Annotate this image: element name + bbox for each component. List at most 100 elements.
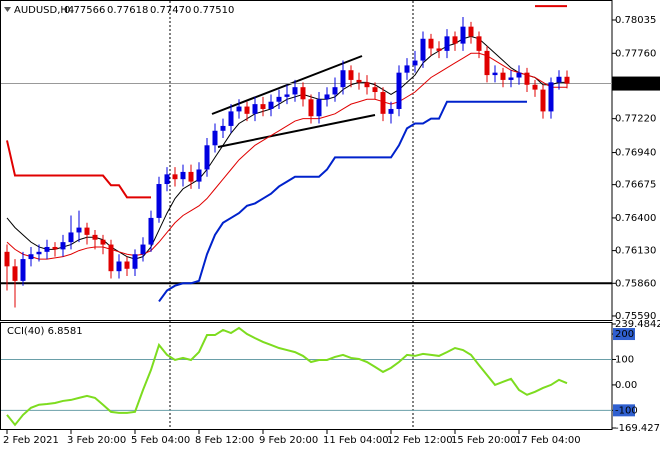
- candle-body: [60, 242, 66, 250]
- candle-body: [268, 101, 274, 109]
- plot: 0.78035 0.77760 0.77220 0.76940 0.76675 0.764…: [1, 5, 660, 446]
- y-tick-label: 0.76400: [615, 213, 656, 224]
- candle-body: [124, 261, 130, 269]
- candle-body: [164, 174, 170, 185]
- candle-body: [20, 259, 26, 281]
- candle-body: [564, 76, 570, 84]
- candle-body: [12, 266, 18, 281]
- candle-body: [52, 246, 58, 250]
- current-price-box: [612, 76, 660, 91]
- candle-body: [108, 244, 114, 272]
- candle-body: [228, 111, 234, 126]
- symbol: AUDUSD,H4: [14, 5, 74, 16]
- y-tick-label: 0.77760: [615, 48, 656, 59]
- candle-body: [68, 232, 74, 243]
- tick-highlight: [613, 404, 635, 417]
- y-tick-label: 0.75590: [615, 311, 656, 322]
- candle-body: [444, 36, 450, 51]
- y-tick-label: 0.77220: [615, 114, 656, 125]
- y-tick-label: 0.76675: [615, 180, 656, 191]
- candle-body: [100, 239, 106, 245]
- y-tick-label: 0.76130: [615, 246, 656, 257]
- candle-body: [380, 92, 386, 114]
- candle-body: [484, 50, 490, 76]
- candle-body: [500, 72, 506, 80]
- candle-body: [556, 76, 562, 83]
- candle-body: [428, 38, 434, 49]
- candle-body: [44, 246, 50, 252]
- candle-body: [396, 72, 402, 109]
- candle-body: [476, 36, 482, 51]
- candle-body: [436, 48, 442, 51]
- stop-line: [158, 100, 527, 303]
- candle-body: [372, 87, 378, 93]
- x-tick-label: 17 Feb 04:00: [515, 435, 581, 446]
- candle-body: [292, 87, 298, 95]
- y-tick-label: 0.00: [615, 380, 637, 391]
- candle-body: [452, 36, 458, 44]
- candle-body: [308, 99, 314, 117]
- x-tick-label: 12 Feb 12:00: [387, 435, 453, 446]
- x-tick-label: 11 Feb 04:00: [323, 435, 389, 446]
- candle-body: [220, 125, 226, 131]
- candle-body: [364, 82, 370, 88]
- y-tick-label: 200: [615, 329, 634, 340]
- cci-frame: [0, 322, 613, 430]
- y-tick-label: 0.78035: [615, 15, 656, 26]
- candle-body: [92, 234, 98, 240]
- candle-body: [340, 70, 346, 88]
- candle-body: [284, 94, 290, 97]
- candle-body: [508, 77, 514, 80]
- candle-body: [28, 254, 34, 260]
- candle-body: [468, 26, 474, 37]
- y-tick-label: -169.4271: [615, 423, 660, 434]
- stop-line: [6, 140, 151, 199]
- candle-body: [244, 106, 250, 114]
- candle-body: [540, 89, 546, 112]
- candle-body: [524, 72, 530, 85]
- candle-body: [132, 254, 138, 269]
- candle-body: [276, 96, 282, 102]
- candle-body: [140, 244, 146, 255]
- candle-body: [84, 227, 90, 235]
- trendline: [217, 114, 376, 148]
- header-low: 0.77470: [150, 5, 191, 16]
- candle-body: [492, 72, 498, 76]
- candle-body: [548, 82, 554, 112]
- indicator-title: CCI(40) 6.8581: [7, 326, 83, 337]
- candle-body: [316, 99, 322, 117]
- x-tick-label: 15 Feb 20:00: [451, 435, 517, 446]
- candle-body: [420, 38, 426, 61]
- x-tick-label: 8 Feb 12:00: [195, 435, 254, 446]
- header-high: 0.77618: [107, 5, 148, 16]
- candle-body: [332, 87, 338, 95]
- candle-body: [356, 79, 362, 83]
- x-tick-label: 3 Feb 20:00: [67, 435, 126, 446]
- candle-body: [460, 26, 466, 44]
- header-open: 0.77566: [64, 5, 105, 16]
- y-tick-label: 100: [615, 354, 634, 365]
- y-tick-label: 0.75860: [615, 278, 656, 289]
- cci-line: [6, 326, 568, 427]
- candle-body: [516, 72, 522, 78]
- candle-body: [180, 171, 186, 180]
- current-price-label: 0.77510: [615, 79, 656, 90]
- candle-body: [212, 130, 218, 146]
- y-tick-label: 239.4842: [615, 319, 660, 330]
- candle-body: [388, 108, 394, 114]
- tick-highlight: [613, 328, 635, 341]
- candle-body: [148, 217, 154, 245]
- candle-body: [76, 227, 82, 233]
- candle-body: [4, 251, 10, 267]
- candle-body: [156, 184, 162, 218]
- x-tick-label: 9 Feb 20:00: [259, 435, 318, 446]
- candle-body: [324, 94, 330, 100]
- candle-body: [172, 174, 178, 180]
- candle-body: [412, 60, 418, 66]
- candle-body: [36, 251, 42, 255]
- indicator-line: [6, 52, 567, 260]
- y-tick-label: -100: [615, 405, 638, 416]
